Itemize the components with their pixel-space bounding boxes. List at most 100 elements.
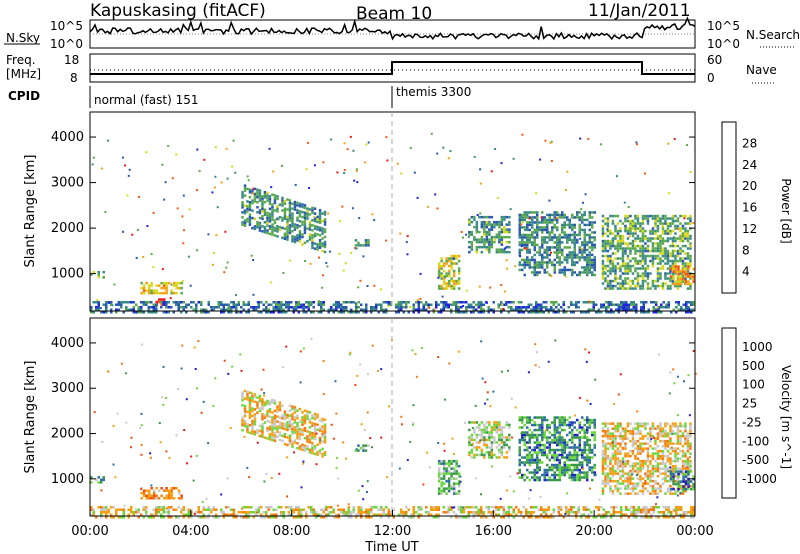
heatmap-cell: [246, 410, 249, 414]
heatmap-cell: [654, 469, 657, 473]
heatmap-cell: [563, 473, 566, 477]
heatmap-cell: [281, 226, 284, 230]
heatmap-cell: [258, 407, 262, 410]
heatmap-cell: [563, 256, 566, 259]
heatmap-cell: [531, 231, 534, 234]
heatmap-cell: [293, 441, 297, 444]
heatmap-cell: [261, 217, 264, 221]
heatmap-cell: [275, 308, 278, 311]
heatmap-cell: [207, 516, 210, 519]
heatmap-cell: [478, 453, 481, 457]
heatmap-cell: [656, 249, 660, 253]
heatmap-cell: [311, 449, 314, 452]
heatmap-cell: [100, 516, 103, 519]
heatmap-cell: [681, 444, 685, 448]
heatmap-cell: [664, 432, 667, 435]
heatmap-cell: [679, 227, 682, 230]
heatmap-cell: [498, 220, 501, 224]
heatmap-cell: [572, 311, 575, 314]
heatmap-cell: [614, 479, 617, 483]
heatmap-cell: [273, 434, 277, 438]
heatmap-cell: [681, 449, 685, 453]
heatmap-cell: [556, 426, 559, 429]
heatmap-cell: [508, 235, 511, 239]
heatmap-cell: [636, 492, 640, 495]
heatmap-cell: [604, 424, 607, 428]
heatmap-cell: [278, 433, 282, 437]
heatmap-cell: [533, 441, 536, 444]
heatmap-cell: [651, 487, 655, 490]
heatmap-cell: [611, 472, 615, 475]
heatmap-cell: [365, 516, 368, 519]
heatmap-cell: [330, 506, 333, 509]
heatmap-cell: [621, 222, 625, 225]
heatmap-cell: [217, 306, 220, 309]
heatmap-cell: [526, 223, 529, 227]
heatmap-cell: [656, 224, 660, 228]
heatmap-cell: [447, 259, 451, 263]
heatmap-cell: [125, 308, 128, 311]
heatmap-cell: [541, 211, 544, 214]
heatmap-cell: [483, 228, 486, 231]
heatmap-cell: [308, 451, 312, 454]
heatmap-cell: [604, 484, 607, 488]
heatmap-cell: [581, 461, 584, 464]
heatmap-cell: [576, 233, 579, 237]
heatmap-cell: [145, 489, 148, 492]
heatmap-cell: [322, 161, 325, 164]
heatmap-cell: [241, 221, 244, 224]
heatmap-cell: [352, 506, 355, 509]
heatmap-cell: [485, 223, 489, 226]
heatmap-cell: [223, 271, 226, 274]
heatmap-cell: [287, 511, 290, 514]
heatmap-cell: [553, 251, 556, 254]
heatmap-cell: [150, 494, 153, 497]
heatmap-cell: [669, 484, 672, 488]
heatmap-cell: [440, 311, 443, 314]
heatmap-cell: [447, 272, 451, 275]
heatmap-cell: [248, 424, 252, 427]
heatmap-cell: [543, 241, 546, 244]
heatmap-cell: [485, 426, 489, 429]
heatmap-cell: [382, 311, 385, 314]
heatmap-cell: [533, 253, 536, 257]
heatmap-cell: [275, 516, 278, 519]
heatmap-cell: [604, 444, 607, 448]
heatmap-cell: [626, 214, 630, 218]
heatmap-cell: [281, 164, 283, 167]
heatmap-cell: [563, 266, 566, 269]
heatmap-cell: [681, 268, 684, 271]
heatmap-cell: [352, 508, 355, 511]
heatmap-cell: [416, 299, 419, 301]
heatmap-cell: [326, 265, 329, 268]
heatmap-cell: [526, 476, 529, 479]
heatmap-cell: [256, 411, 259, 414]
heatmap-cell: [681, 257, 685, 260]
heatmap-cell: [277, 301, 280, 304]
heatmap-cell: [105, 303, 108, 306]
heatmap-cell: [548, 253, 551, 257]
heatmap-cell: [455, 306, 458, 309]
heatmap-cell: [661, 467, 665, 470]
heatmap-cell: [609, 434, 612, 438]
heatmap-cell: [315, 516, 318, 519]
heatmap-cell: [641, 424, 645, 428]
heatmap-cell: [518, 223, 521, 227]
heatmap-cell: [283, 235, 287, 238]
heatmap-cell: [604, 264, 607, 268]
heatmap-cell: [475, 225, 479, 229]
heatmap-cell: [546, 441, 549, 444]
heatmap-cell: [468, 428, 471, 432]
heatmap-cell: [162, 301, 165, 304]
heatmap-cell: [281, 434, 284, 438]
heatmap-cell: [568, 423, 571, 427]
heatmap-cell: [674, 262, 677, 265]
heatmap-cell: [543, 468, 546, 472]
heatmap-cell: [664, 464, 667, 468]
heatmap-cell: [488, 223, 491, 226]
heatmap-cell: [306, 209, 309, 213]
heatmap-cell: [468, 218, 471, 221]
heatmap-cell: [578, 453, 581, 457]
heatmap-cell: [611, 267, 615, 270]
heatmap-cell: [171, 177, 174, 180]
